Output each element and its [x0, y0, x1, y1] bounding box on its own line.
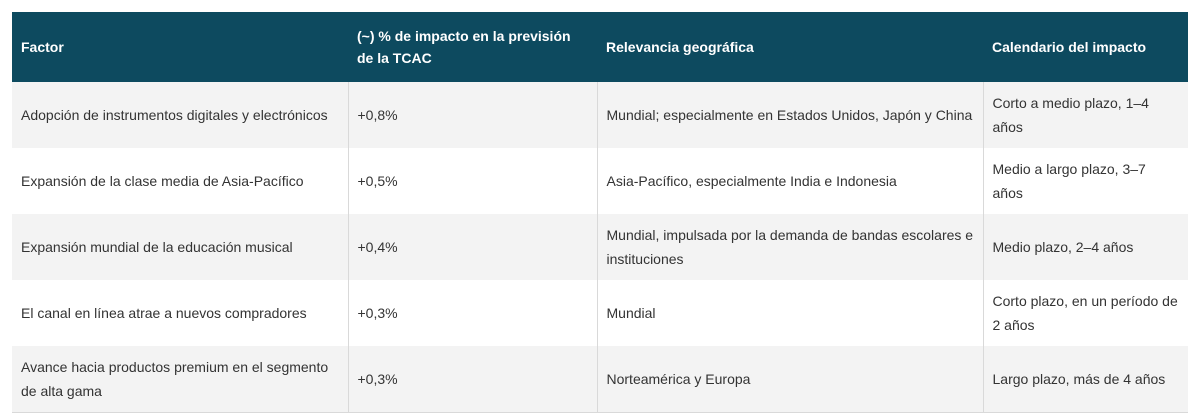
table-cell: Medio a largo plazo, 3–7 años	[982, 148, 1188, 214]
table-cell: Asia-Pacífico, especialmente India e Ind…	[596, 148, 983, 214]
table-cell: Expansión mundial de la educación musica…	[12, 214, 348, 280]
header-cell: Factor	[12, 12, 348, 82]
table-cell: Largo plazo, más de 4 años	[982, 346, 1188, 413]
table-cell: Mundial	[596, 280, 983, 346]
table-cell: El canal en línea atrae a nuevos comprad…	[12, 280, 348, 346]
table-cell: Expansión de la clase media de Asia-Pací…	[12, 148, 348, 214]
impact-table: Factor (~) % de impacto en la previsión d…	[12, 12, 1188, 413]
header-row: Factor (~) % de impacto en la previsión d…	[12, 12, 1188, 82]
table-cell: +0,8%	[347, 82, 597, 148]
table-body: Adopción de instrumentos digitales y ele…	[12, 82, 1188, 413]
table-cell: +0,5%	[347, 148, 597, 214]
table-cell: Corto a medio plazo, 1–4 años	[982, 82, 1188, 148]
table-cell: +0,4%	[347, 214, 597, 280]
table-container: Factor (~) % de impacto en la previsión d…	[12, 12, 1188, 413]
table-row: Adopción de instrumentos digitales y ele…	[12, 82, 1188, 148]
table-cell: Adopción de instrumentos digitales y ele…	[12, 82, 348, 148]
table-row: Expansión de la clase media de Asia-Pací…	[12, 148, 1188, 214]
table-cell: Mundial, impulsada por la demanda de ban…	[596, 214, 983, 280]
table-cell: Mundial; especialmente en Estados Unidos…	[596, 82, 983, 148]
table-cell: Medio plazo, 2–4 años	[982, 214, 1188, 280]
table-row: Expansión mundial de la educación musica…	[12, 214, 1188, 280]
header-cell: (~) % de impacto en la previsión de la T…	[348, 12, 597, 82]
table-row: El canal en línea atrae a nuevos comprad…	[12, 280, 1188, 346]
table-cell: +0,3%	[347, 280, 597, 346]
table-row: Avance hacia productos premium en el seg…	[12, 346, 1188, 413]
table-cell: Corto plazo, en un período de 2 años	[982, 280, 1188, 346]
table-cell: Norteamérica y Europa	[596, 346, 983, 413]
table-cell: Avance hacia productos premium en el seg…	[12, 346, 348, 413]
header-cell: Relevancia geográfica	[597, 12, 983, 82]
table-cell: +0,3%	[347, 346, 597, 413]
header-cell: Calendario del impacto	[983, 12, 1188, 82]
